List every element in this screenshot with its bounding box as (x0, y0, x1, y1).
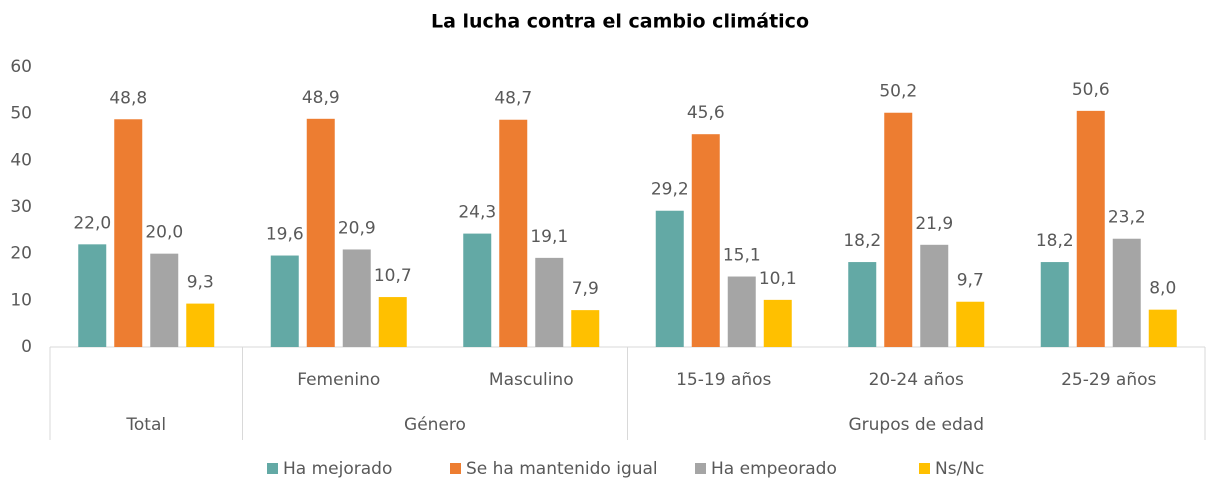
value-label: 8,0 (1149, 279, 1176, 299)
y-tick-label: 10 (10, 290, 32, 310)
bar (1040, 262, 1069, 347)
bar (956, 301, 985, 347)
value-label: 48,8 (109, 88, 147, 108)
value-label: 50,6 (1072, 80, 1110, 100)
bar (342, 249, 371, 347)
value-label: 19,6 (266, 225, 304, 245)
bar (691, 134, 720, 347)
y-tick-label: 50 (10, 104, 32, 124)
value-label: 23,2 (1108, 208, 1146, 228)
bar (1076, 110, 1105, 347)
bar (571, 310, 600, 347)
bar (150, 253, 179, 347)
legend-swatch (450, 463, 461, 474)
y-tick-label: 40 (10, 150, 32, 170)
bar (920, 244, 949, 347)
bar (884, 112, 913, 347)
bar (655, 210, 684, 347)
value-label: 15,1 (723, 246, 761, 266)
y-tick-label: 20 (10, 244, 32, 264)
value-label: 29,2 (651, 180, 689, 200)
legend-label: Ns/Nc (935, 459, 984, 479)
bar (848, 262, 877, 347)
y-tick-label: 60 (10, 57, 32, 77)
value-label: 48,9 (302, 88, 340, 108)
value-label: 19,1 (530, 227, 568, 247)
value-label: 18,2 (1036, 231, 1074, 251)
value-label: 9,7 (957, 271, 984, 291)
legend-label: Ha mejorado (283, 459, 392, 479)
x-tick-label: Femenino (297, 370, 380, 390)
bar (727, 276, 756, 347)
group-label: Género (404, 415, 466, 435)
y-tick-label: 0 (21, 337, 32, 357)
value-label: 10,7 (374, 266, 412, 286)
value-label: 50,2 (879, 82, 917, 102)
legend-label: Se ha mantenido igual (466, 459, 658, 479)
value-label: 21,9 (915, 214, 953, 234)
legend-label: Ha empeorado (711, 459, 837, 479)
bar (1148, 309, 1177, 347)
x-tick-label: 25-29 años (1061, 370, 1156, 390)
bar (378, 297, 407, 347)
bar (114, 119, 143, 348)
bar (1112, 238, 1141, 347)
y-tick-label: 30 (10, 197, 32, 217)
bar (463, 233, 492, 347)
value-label: 20,0 (145, 223, 183, 243)
legend-swatch (695, 463, 706, 474)
bar (535, 257, 564, 347)
value-label: 7,9 (572, 279, 599, 299)
x-tick-label: 15-19 años (676, 370, 771, 390)
legend-swatch (919, 463, 930, 474)
bar (78, 244, 107, 347)
value-label: 9,3 (187, 273, 214, 293)
value-label: 20,9 (338, 218, 376, 238)
bar (763, 299, 792, 347)
x-tick-label: Masculino (489, 370, 574, 390)
value-label: 10,1 (759, 269, 797, 289)
x-tick-label: 20-24 años (869, 370, 964, 390)
group-label: Total (125, 415, 166, 435)
value-label: 45,6 (687, 103, 725, 123)
bar (306, 118, 335, 347)
value-label: 22,0 (73, 213, 111, 233)
group-label: Grupos de edad (848, 415, 984, 435)
legend-swatch (267, 463, 278, 474)
value-label: 24,3 (458, 203, 496, 223)
bar (186, 303, 215, 347)
bar (499, 119, 528, 347)
bar (270, 255, 299, 347)
value-label: 48,7 (494, 89, 532, 109)
value-label: 18,2 (843, 231, 881, 251)
chart-title: La lucha contra el cambio climático (431, 11, 809, 33)
